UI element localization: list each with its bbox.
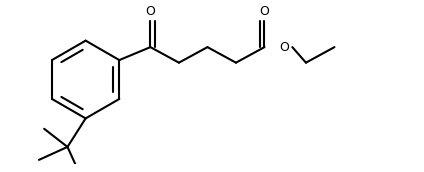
Text: O: O (259, 5, 269, 18)
Text: O: O (279, 41, 289, 54)
Text: O: O (145, 5, 155, 18)
